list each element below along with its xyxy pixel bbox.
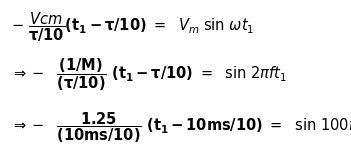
Text: $\Rightarrow -\ \ \dfrac{\mathbf{1.25}}{\mathbf{(10ms/10)}}\ \mathbf{(t_1 - 10ms: $\Rightarrow -\ \ \dfrac{\mathbf{1.25}}{… bbox=[11, 110, 351, 145]
Text: $-\ \dfrac{\mathbf{\mathit{Vcm}}}{\mathbf{\tau/10}}\mathbf{(t_1 - \tau/10)}\ =\ : $-\ \dfrac{\mathbf{\mathit{Vcm}}}{\mathb… bbox=[11, 10, 254, 44]
Text: $\Rightarrow -\ \ \dfrac{\mathbf{(1/M)}}{\mathbf{(\tau/10)}}\ \mathbf{(t_1 - \ta: $\Rightarrow -\ \ \dfrac{\mathbf{(1/M)}}… bbox=[11, 57, 286, 93]
